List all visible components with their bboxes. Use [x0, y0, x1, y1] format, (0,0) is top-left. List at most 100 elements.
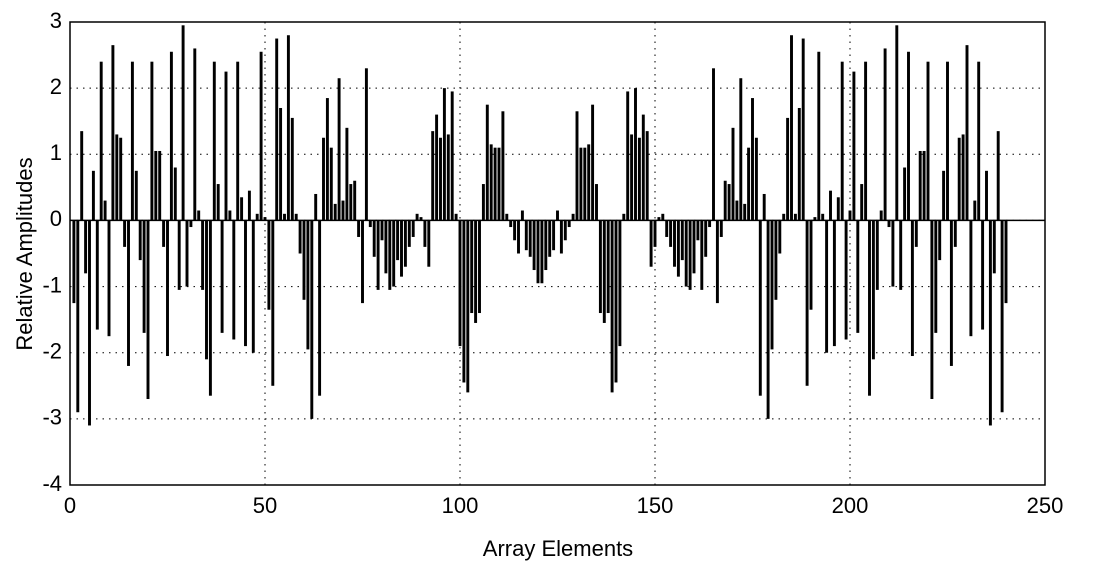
bar [497, 147, 501, 221]
bar [790, 35, 793, 221]
bar [138, 220, 142, 261]
bar [817, 51, 821, 221]
bar [442, 88, 446, 221]
bar [595, 184, 598, 221]
bar [111, 45, 115, 221]
bar [208, 220, 212, 396]
bar [680, 220, 684, 261]
bar [754, 137, 758, 221]
bar [626, 91, 630, 221]
bar [228, 210, 232, 221]
y-tick-label: 1 [50, 140, 62, 165]
bar [134, 170, 138, 221]
bar [696, 220, 700, 241]
bar [879, 210, 883, 221]
x-tick-label: 50 [253, 493, 277, 518]
bar [524, 220, 528, 251]
bar [860, 184, 864, 221]
bar [559, 220, 563, 254]
bar [591, 104, 595, 221]
bar [517, 220, 520, 254]
bar [770, 220, 774, 350]
bar [704, 220, 708, 257]
bar [852, 71, 856, 221]
bar [544, 220, 548, 271]
bar [310, 220, 314, 419]
y-tick-label: 2 [50, 74, 62, 99]
bar [357, 220, 361, 237]
bar [758, 220, 762, 396]
bar [173, 167, 177, 221]
bar [368, 220, 372, 228]
bar [505, 213, 509, 221]
bar [528, 220, 532, 257]
bar [384, 220, 388, 274]
bar [630, 134, 634, 221]
bar [88, 220, 91, 426]
bar [224, 71, 228, 221]
bar [259, 51, 263, 221]
x-tick-label: 200 [832, 493, 869, 518]
bar [891, 220, 895, 287]
bar [836, 197, 840, 221]
bar [513, 220, 517, 241]
bar [637, 137, 641, 221]
bar [821, 213, 825, 221]
bar [411, 220, 415, 237]
bar [107, 220, 111, 337]
bar [286, 35, 290, 221]
bar [306, 220, 310, 350]
bar [988, 220, 992, 426]
bar [618, 220, 622, 347]
bar [431, 131, 435, 221]
bar [95, 220, 99, 330]
bar [325, 98, 329, 221]
bar [871, 220, 875, 360]
bar [868, 220, 871, 396]
bar [454, 213, 458, 221]
bar [778, 220, 782, 254]
bar [552, 220, 556, 251]
bar [844, 220, 848, 340]
bar [782, 213, 786, 221]
bar [598, 220, 602, 314]
bar [489, 144, 493, 221]
bar [353, 180, 357, 221]
bar [318, 220, 322, 396]
y-tick-label: -3 [42, 405, 62, 430]
bar [883, 48, 887, 221]
bar [283, 213, 286, 221]
bar [957, 137, 961, 221]
bar [887, 220, 891, 228]
bar [169, 51, 173, 221]
y-axis-label: Relative Amplitudes [12, 157, 37, 350]
bar [115, 134, 119, 221]
bar [474, 220, 478, 323]
bar [481, 184, 485, 221]
bar [953, 220, 957, 247]
bar [719, 220, 723, 237]
bar [856, 220, 860, 333]
bar [864, 61, 868, 221]
bar [645, 131, 649, 221]
bar [361, 220, 364, 304]
bar [396, 220, 400, 261]
bar [786, 117, 790, 221]
bar [509, 220, 513, 228]
bar [123, 220, 127, 247]
bar [676, 220, 680, 277]
bar [692, 220, 696, 274]
bar [965, 45, 969, 221]
bar [895, 25, 899, 221]
bar [162, 220, 166, 247]
bar [232, 220, 236, 340]
bar [435, 114, 439, 221]
bar [181, 25, 185, 221]
bar [914, 220, 918, 247]
x-tick-label: 100 [442, 493, 479, 518]
bar [665, 220, 669, 237]
x-tick-label: 250 [1027, 493, 1064, 518]
bar [216, 184, 220, 221]
bar [926, 61, 930, 221]
